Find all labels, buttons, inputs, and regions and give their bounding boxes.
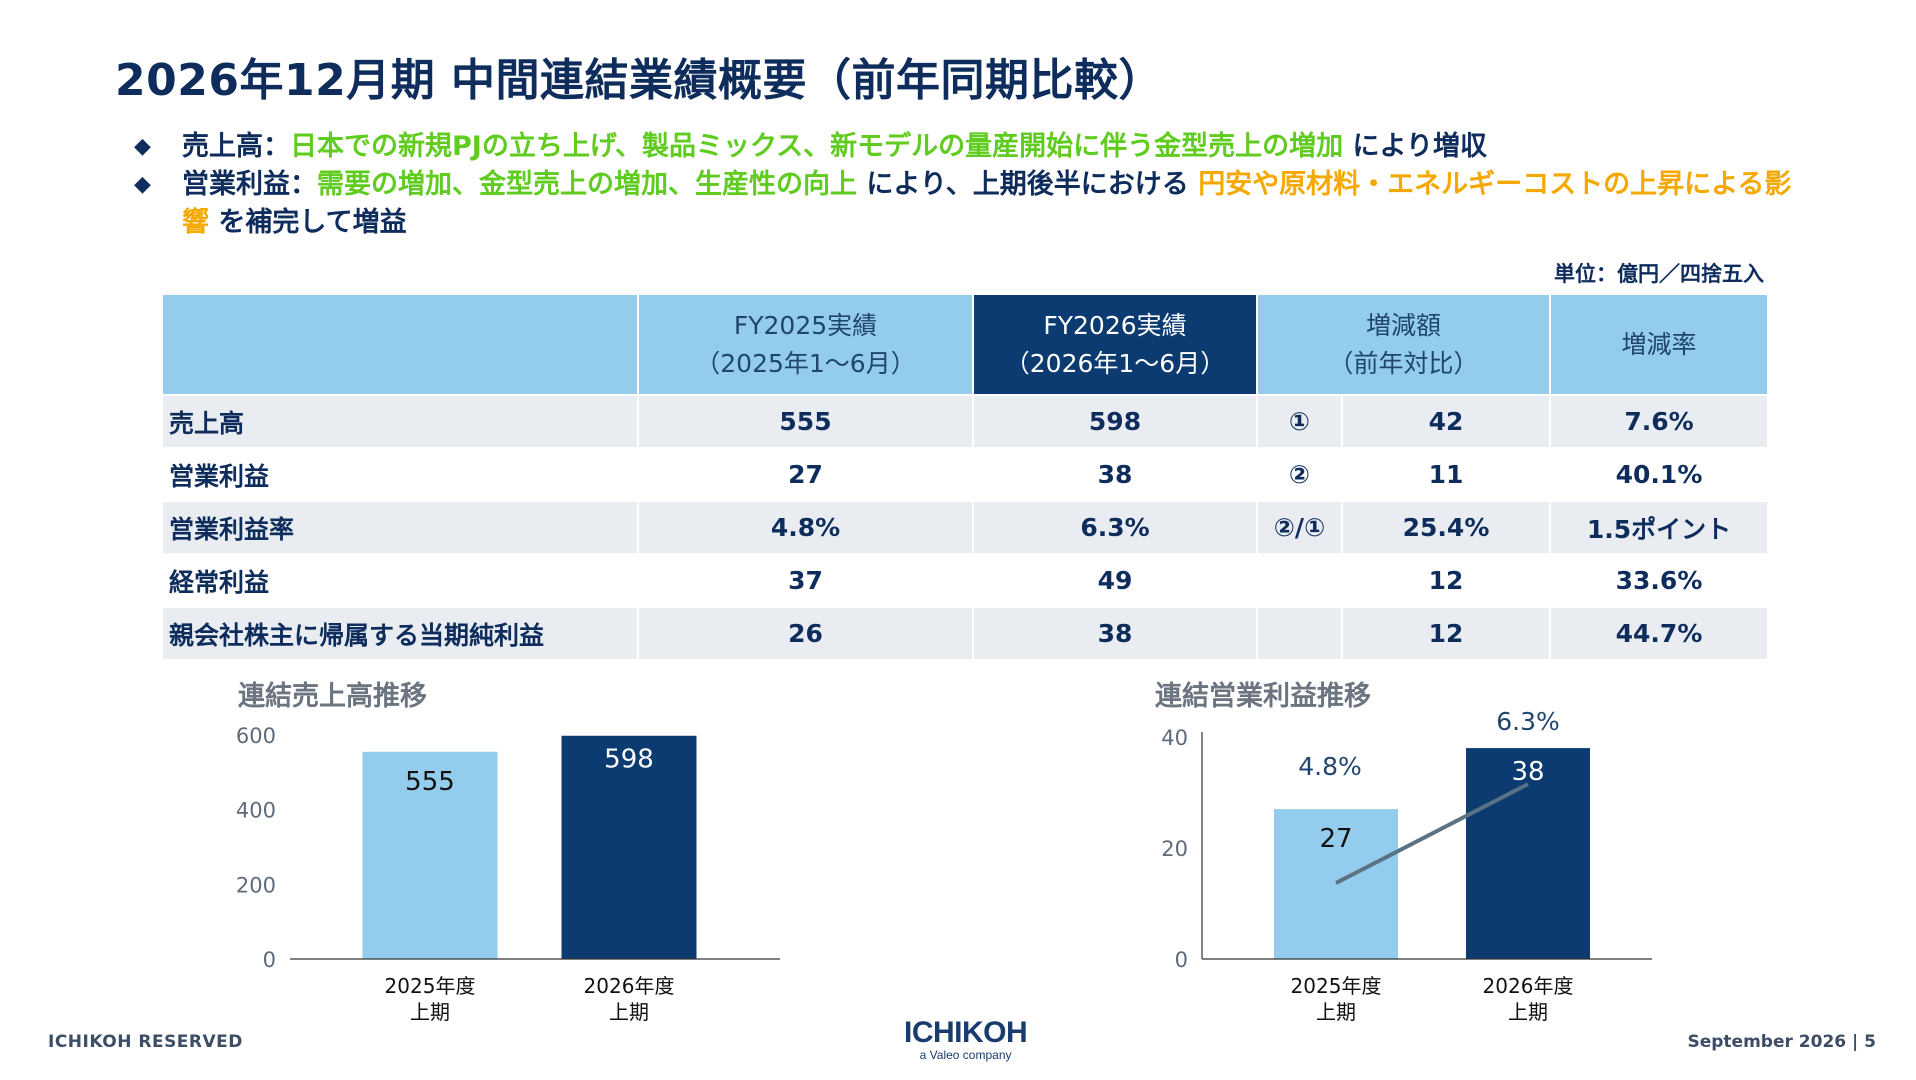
footer-copyright: ICHIKOH RESERVED — [48, 1032, 243, 1052]
bar — [1274, 809, 1398, 959]
bar-data-label: 38 — [1511, 757, 1544, 787]
cell-fy2025: 4.8% — [637, 500, 973, 554]
bullet-highlight-green: 需要の増加、金型売上の増加、生産性の向上 — [317, 169, 857, 200]
cell-rate: 7.6% — [1549, 394, 1768, 448]
table-row: 営業利益率 4.8% 6.3% ②/① 25.4% 1.5ポイント — [163, 500, 1768, 554]
x-tick-label: 2026年度 — [1483, 974, 1574, 998]
header-fy2026-sub: （2026年1～6月） — [1004, 348, 1226, 378]
diamond-bullet-icon: ◆ — [134, 172, 151, 197]
y-tick-label: 600 — [236, 724, 276, 748]
x-tick-label: 上期 — [410, 1000, 450, 1024]
unit-note: 単位：億円／四捨五入 — [1554, 262, 1764, 286]
y-tick-label: 0 — [1175, 948, 1188, 972]
margin-label: 6.3% — [1496, 707, 1560, 736]
cell-mark — [1256, 553, 1342, 607]
cell-fy2025: 27 — [637, 447, 973, 501]
header-change: 増減額 （前年対比） — [1255, 295, 1551, 395]
cell-change: 11 — [1340, 447, 1551, 501]
x-tick-label: 2025年度 — [385, 974, 476, 998]
header-fy2025: FY2025実績 （2025年1～6月） — [637, 295, 973, 395]
row-label: 営業利益 — [163, 447, 638, 501]
row-label: 親会社株主に帰属する当期純利益 — [163, 606, 638, 659]
footer-date-page: September 2026 | 5 — [1687, 1032, 1876, 1052]
cell-fy2025: 37 — [637, 553, 973, 607]
bullet-label: 売上高： — [182, 131, 290, 162]
header-change-sub: （前年対比） — [1328, 348, 1479, 378]
cell-mark — [1256, 606, 1342, 659]
diamond-bullet-icon: ◆ — [134, 134, 151, 159]
summary-bullets: ◆ 売上高：日本での新規PJの立ち上げ、製品ミックス、新モデルの量産開始に伴う金… — [132, 128, 1792, 242]
y-tick-label: 0 — [263, 948, 276, 972]
bullet-highlight-orange: 円安や原材料・エネルギーコストの上昇による影響 — [182, 169, 1792, 238]
header-fy2026-label: FY2026実績 — [1043, 310, 1187, 340]
bullet-sales: ◆ 売上高：日本での新規PJの立ち上げ、製品ミックス、新モデルの量産開始に伴う金… — [132, 128, 1792, 166]
profit-chart-title: 連結営業利益推移 — [1155, 681, 1371, 712]
y-tick-label: 400 — [236, 799, 276, 823]
company-logo: ICHIKOH a Valeo company — [904, 1016, 1028, 1063]
cell-fy2026: 49 — [972, 553, 1257, 607]
table-row: 親会社株主に帰属する当期純利益 26 38 12 44.7% — [163, 606, 1768, 659]
row-label: 経常利益 — [163, 553, 638, 607]
table-row: 売上高 555 598 ① 42 7.6% — [163, 394, 1768, 448]
header-rate: 増減率 — [1549, 295, 1768, 395]
cell-change: 25.4% — [1340, 500, 1551, 554]
cell-rate: 44.7% — [1549, 606, 1768, 659]
y-tick-label: 20 — [1161, 837, 1188, 861]
cell-fy2025: 555 — [637, 394, 973, 448]
cell-rate: 1.5ポイント — [1549, 500, 1768, 554]
bar-data-label: 598 — [604, 745, 654, 775]
cell-fy2026: 38 — [972, 606, 1257, 659]
cell-fy2026: 598 — [972, 394, 1257, 448]
header-fy2025-sub: （2025年1～6月） — [695, 348, 916, 378]
bar-data-label: 27 — [1319, 824, 1352, 854]
bullet-tail: により増収 — [1343, 131, 1488, 162]
sales-chart-title: 連結売上高推移 — [238, 681, 427, 712]
bar — [561, 735, 697, 959]
bar — [1466, 748, 1590, 959]
bar-data-label: 555 — [405, 767, 455, 797]
cell-fy2026: 6.3% — [972, 500, 1257, 554]
x-tick-label: 上期 — [1316, 1000, 1356, 1024]
cell-mark: ① — [1256, 394, 1342, 448]
x-tick-label: 上期 — [1508, 1000, 1548, 1024]
cell-mark: ② — [1256, 447, 1342, 501]
y-tick-label: 200 — [236, 873, 276, 897]
table-row: 経常利益 37 49 12 33.6% — [163, 553, 1768, 607]
table-header-row: FY2025実績 （2025年1～6月） FY2026実績 （2026年1～6月） … — [163, 295, 1768, 395]
x-tick-label: 2026年度 — [584, 974, 675, 998]
cell-fy2026: 38 — [972, 447, 1257, 501]
logo-name: ICHIKOH — [904, 1016, 1028, 1049]
margin-label: 4.8% — [1298, 752, 1362, 781]
row-label: 売上高 — [163, 394, 638, 448]
cell-change: 12 — [1340, 553, 1551, 607]
bullet-label: 営業利益： — [182, 169, 317, 200]
y-tick-label: 40 — [1161, 726, 1188, 750]
table-row: 営業利益 27 38 ② 11 40.1% — [163, 447, 1768, 501]
bar — [362, 751, 498, 959]
cell-fy2025: 26 — [637, 606, 973, 659]
x-tick-label: 2025年度 — [1291, 974, 1382, 998]
page-title: 2026年12月期 中間連結業績概要（前年同期比較） — [115, 55, 1164, 106]
bullet-mid: により、上期後半における — [857, 169, 1199, 200]
margin-line — [1335, 782, 1529, 885]
header-fy2025-label: FY2025実績 — [733, 310, 878, 340]
cell-change: 12 — [1340, 606, 1551, 659]
cell-rate: 33.6% — [1549, 553, 1768, 607]
row-label: 営業利益率 — [163, 500, 638, 554]
bullet-tail: を補完して増益 — [209, 207, 407, 238]
logo-sub: a Valeo company — [919, 1048, 1012, 1062]
cell-mark: ②/① — [1256, 500, 1342, 554]
header-change-label: 増減額 — [1366, 310, 1442, 340]
header-blank — [163, 295, 638, 395]
bullet-operating-profit: ◆ 営業利益：需要の増加、金型売上の増加、生産性の向上 により、上期後半における… — [132, 166, 1792, 242]
bullet-highlight-green: 日本での新規PJの立ち上げ、製品ミックス、新モデルの量産開始に伴う金型売上の増加 — [290, 131, 1344, 162]
header-fy2026: FY2026実績 （2026年1～6月） — [972, 295, 1257, 395]
results-table: FY2025実績 （2025年1～6月） FY2026実績 （2026年1～6月） … — [163, 295, 1768, 659]
cell-change: 42 — [1340, 394, 1551, 448]
cell-rate: 40.1% — [1549, 447, 1768, 501]
x-tick-label: 上期 — [609, 1000, 649, 1024]
